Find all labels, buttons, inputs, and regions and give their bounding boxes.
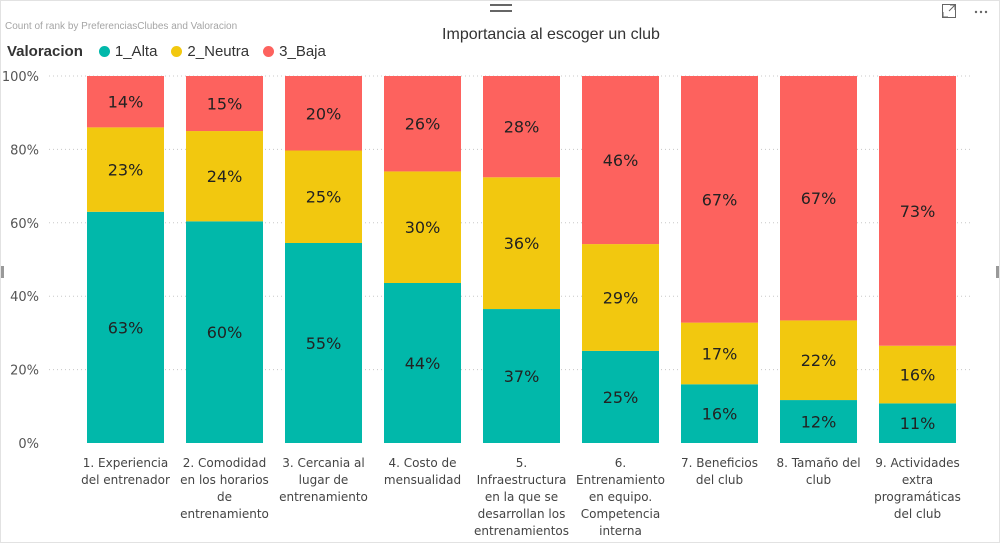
bar-neutra[interactable] [384, 171, 461, 283]
x-tick-label: 9. Actividades extra programáticas del club [874, 456, 961, 521]
data-label: 16% [900, 366, 936, 385]
data-label: 20% [306, 104, 342, 123]
data-label: 25% [603, 388, 639, 407]
x-tick-label: 8. Tamaño del club [776, 456, 860, 487]
legend-label-neutra: 2_Neutra [187, 43, 250, 60]
visual-subtitle: Count of rank by PreferenciasClubes and … [5, 21, 238, 32]
bar-neutra[interactable] [87, 127, 164, 212]
data-label: 67% [801, 189, 837, 208]
legend-dot-baja [263, 46, 275, 57]
data-label: 60% [207, 323, 243, 342]
x-tick-label: 5. Infraestructura en la que se desarrollan… [474, 456, 569, 538]
x-tick-label: 2. Comodidad en los horarios de entrenamien… [180, 456, 269, 521]
bar-alta[interactable] [681, 384, 758, 443]
chart-title: Importancia al escoger un club [442, 26, 660, 43]
resize-handle-left[interactable] [1, 266, 4, 278]
x-tick-label: 4. Costo de mensualidad [384, 456, 461, 487]
bar-baja[interactable] [681, 76, 758, 323]
data-label: 11% [900, 414, 936, 433]
data-label: 25% [306, 188, 342, 207]
bar-alta[interactable] [483, 309, 560, 443]
legend-item-baja[interactable]: 3_Baja [263, 43, 326, 60]
data-label: 44% [405, 354, 441, 373]
focus-mode-icon[interactable] [939, 1, 959, 21]
bar-neutra[interactable] [780, 320, 857, 401]
bar-baja[interactable] [879, 76, 956, 346]
data-label: 55% [306, 334, 342, 353]
data-label: 46% [603, 151, 639, 170]
legend-title: Valoracion [7, 43, 83, 60]
x-tick-label: 6. Entrenamiento en equipo. Competencia inte… [576, 456, 665, 538]
x-tick-label: 1. Experiencia del entrenador [81, 456, 170, 487]
data-label: 17% [702, 344, 738, 363]
data-label: 30% [405, 218, 441, 237]
bar-alta[interactable] [780, 400, 857, 443]
bar-alta[interactable] [285, 242, 362, 443]
bar-baja[interactable] [483, 76, 560, 178]
legend-dot-alta [98, 46, 110, 57]
y-tick-label: 20% [10, 364, 39, 379]
data-label: 36% [504, 234, 540, 253]
data-label: 63% [108, 318, 144, 337]
data-label: 23% [108, 161, 144, 180]
x-tick-label: 3. Cercania al lugar de entrenamiento [279, 456, 368, 504]
legend: Valoracion 1_Alta 2_Neutra 3_Baja [7, 43, 326, 60]
legend-label-alta: 1_Alta [114, 43, 158, 60]
resize-handle-right[interactable] [996, 266, 999, 278]
bar-baja[interactable] [87, 76, 164, 128]
bar-neutra[interactable] [483, 177, 560, 310]
data-label: 15% [207, 95, 243, 114]
visual-header-controls [939, 1, 991, 21]
data-label: 14% [108, 93, 144, 112]
bar-baja[interactable] [285, 76, 362, 151]
bar-neutra[interactable] [879, 345, 956, 404]
y-tick-label: 100% [2, 70, 39, 85]
y-tick-label: 0% [18, 437, 39, 452]
data-label: 37% [504, 367, 540, 386]
bar-baja[interactable] [780, 76, 857, 321]
data-label: 67% [702, 190, 738, 209]
legend-item-neutra[interactable]: 2_Neutra [171, 43, 249, 60]
bar-neutra[interactable] [582, 244, 659, 351]
bar-baja[interactable] [186, 76, 263, 132]
bar-baja[interactable] [384, 76, 461, 172]
bar-alta[interactable] [879, 403, 956, 443]
y-tick-label: 60% [10, 217, 39, 232]
bar-alta[interactable] [384, 282, 461, 443]
data-label: 28% [504, 118, 540, 137]
x-tick-label: 7. Beneficios del club [681, 456, 758, 487]
bar-neutra[interactable] [186, 131, 263, 222]
bar-alta[interactable] [87, 211, 164, 443]
more-options-icon[interactable] [971, 1, 991, 21]
y-tick-label: 40% [10, 290, 39, 305]
legend-item-alta[interactable]: 1_Alta [98, 43, 158, 60]
bar-neutra[interactable] [285, 150, 362, 243]
data-label: 29% [603, 288, 639, 307]
bar-alta[interactable] [582, 350, 659, 443]
data-label: 73% [900, 202, 936, 221]
data-label: 26% [405, 115, 441, 134]
bar-baja[interactable] [582, 76, 659, 245]
drag-handle-icon[interactable] [490, 4, 512, 12]
data-label: 24% [207, 167, 243, 186]
bar-alta[interactable] [186, 221, 263, 443]
legend-dot-neutra [171, 46, 183, 57]
data-label: 22% [801, 351, 837, 370]
legend-label-baja: 3_Baja [279, 43, 326, 60]
bar-neutra[interactable] [681, 322, 758, 385]
data-label: 12% [801, 413, 837, 432]
data-label: 16% [702, 405, 738, 424]
y-tick-label: 80% [10, 143, 39, 158]
